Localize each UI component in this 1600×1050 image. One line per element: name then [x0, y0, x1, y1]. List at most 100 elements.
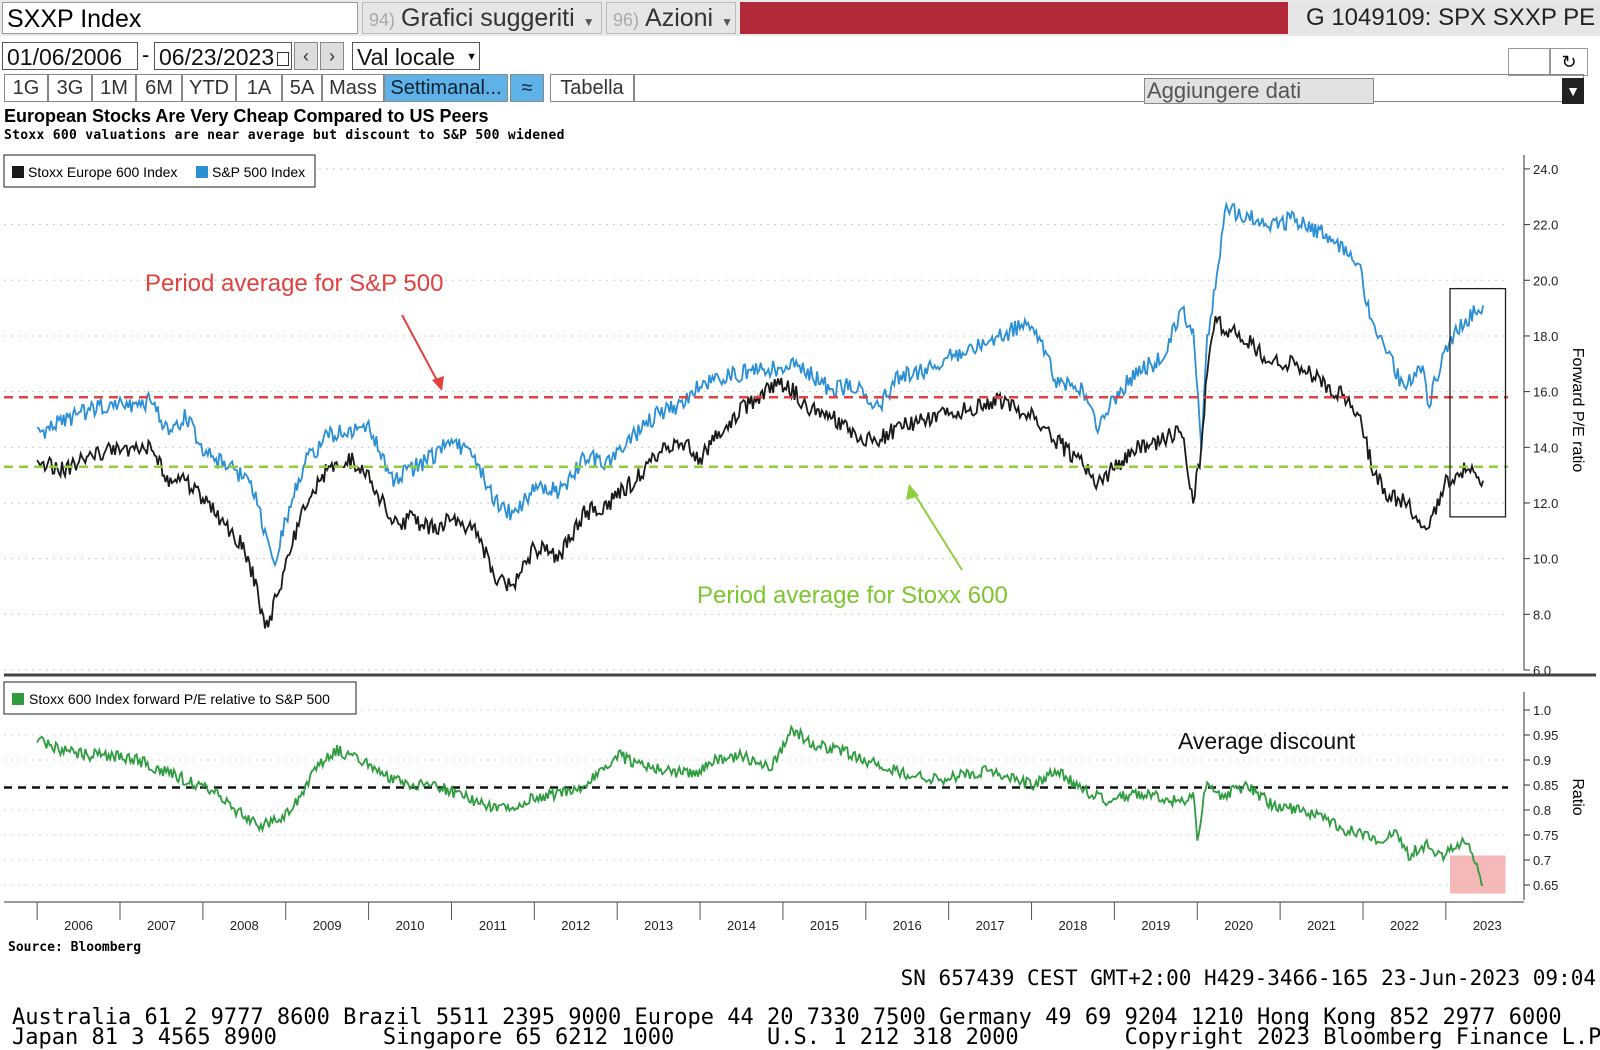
x-tick-label: 2021: [1307, 918, 1336, 933]
annotation-spx-avg: Period average for S&P 500: [145, 270, 443, 297]
x-tick-label: 2010: [396, 918, 425, 933]
legend-ratio: Stoxx 600 Index forward P/E relative to …: [29, 691, 330, 707]
legend-stoxx: Stoxx Europe 600 Index: [28, 164, 177, 180]
chevron-left-icon[interactable]: ‹: [294, 42, 318, 70]
y-tick-label-lower: 0.95: [1533, 728, 1558, 743]
y-tick-label-lower: 0.8: [1533, 803, 1551, 818]
refresh-icon[interactable]: ↻: [1550, 48, 1588, 76]
arrowhead-stoxx-avg: [906, 484, 919, 500]
end-date-value: 06/23/2023: [159, 44, 275, 70]
chevron-down-icon: ▼: [721, 15, 733, 29]
annotation-stoxx-avg: Period average for Stoxx 600: [697, 582, 1008, 609]
upper-panel: 24.0 22.0 20.0 18.0 16.0 14.0 12.0 10.0 8.0 6.0: [4, 155, 1596, 678]
start-date-value: 01/06/2006: [7, 44, 123, 70]
x-tick-label: 2019: [1141, 918, 1170, 933]
x-tick-label: 2014: [727, 918, 756, 933]
y-tick-label-lower: 1.0: [1533, 703, 1551, 718]
calendar-icon[interactable]: [277, 51, 290, 66]
ticker-input[interactable]: SXXP Index: [2, 2, 358, 34]
x-tick-label: 2016: [893, 918, 922, 933]
dropdown-icon[interactable]: ▼: [1562, 78, 1584, 104]
x-tick-label: 2015: [810, 918, 839, 933]
series-line-stoxx: [36, 315, 1484, 629]
actions-menu[interactable]: 96) Azioni ▼: [606, 2, 736, 34]
x-tick-label: 2023: [1473, 918, 1502, 933]
blank-button[interactable]: [1508, 48, 1550, 76]
y-tick-label-upper: 24.0: [1533, 162, 1558, 177]
y-tick-label-lower: 0.9: [1533, 753, 1551, 768]
legend-swatch-ratio: [12, 693, 24, 705]
suggested-charts-menu[interactable]: 94) Grafici suggeriti ▼: [362, 2, 602, 34]
highlight-rect-lower: [1449, 855, 1506, 894]
series-line-ratio: [36, 724, 1484, 886]
tab-weekly[interactable]: Settimanal...: [384, 74, 508, 102]
tab-max[interactable]: Mass: [322, 74, 384, 102]
upper-legend-box: [3, 154, 316, 188]
currency-select[interactable]: Val locale ▼: [352, 42, 480, 70]
legend-spx: S&P 500 Index: [212, 164, 305, 180]
y-axis-label-upper: Forward P/E ratio: [1569, 348, 1586, 473]
tab-5a[interactable]: 5A: [282, 74, 322, 102]
y-tick-label-upper: 16.0: [1533, 385, 1558, 400]
session-info: SN 657439 CEST GMT+2:00 H429-3466-165 23…: [900, 966, 1596, 990]
x-tick-label: 2008: [230, 918, 259, 933]
highlight-box-upper: [1449, 287, 1507, 518]
y-tick-label-lower: 0.75: [1533, 828, 1558, 843]
tab-1g[interactable]: 1G: [4, 74, 48, 102]
tab-3g[interactable]: 3G: [48, 74, 92, 102]
line-chart-icon[interactable]: ≈: [510, 74, 544, 102]
arrow-stoxx-avg: [911, 489, 963, 571]
x-tick-label: 2009: [313, 918, 342, 933]
y-tick-label-upper: 10.0: [1533, 552, 1558, 567]
chart-title: European Stocks Are Very Cheap Compared …: [4, 106, 489, 126]
y-tick-label-lower: 0.7: [1533, 853, 1551, 868]
y-tick-label-upper: 14.0: [1533, 440, 1558, 455]
tabs-filler: [634, 74, 1584, 102]
chevron-down-icon: ▼: [582, 15, 595, 29]
menu-number: 94): [369, 10, 396, 30]
start-date-field[interactable]: 01/06/2006: [2, 42, 138, 94]
currency-value: Val locale: [357, 44, 456, 70]
y-tick-label-upper: 20.0: [1533, 273, 1558, 288]
tab-table[interactable]: Tabella: [550, 74, 634, 102]
y-tick-label-upper: 12.0: [1533, 496, 1558, 511]
x-tick-label: 2013: [644, 918, 673, 933]
tab-1a[interactable]: 1A: [236, 74, 282, 102]
chart-code: G 1049109: SPX SXXP PE: [1288, 2, 1600, 34]
x-tick-label: 2018: [1058, 918, 1087, 933]
x-tick-label: 2011: [479, 918, 507, 933]
tab-1m[interactable]: 1M: [92, 74, 136, 102]
x-tick-label: 2006: [64, 918, 93, 933]
date-separator: -: [142, 42, 150, 67]
title-band: [740, 2, 1288, 34]
x-tick-label: 2012: [561, 918, 590, 933]
arrow-spx-avg: [401, 314, 441, 387]
chevron-right-icon[interactable]: ›: [320, 42, 344, 70]
menu-number: 96): [613, 10, 640, 30]
add-data-field[interactable]: Aggiungere dati: [1144, 78, 1374, 104]
menu-label: Azioni: [645, 4, 714, 32]
y-tick-label-lower: 0.85: [1533, 778, 1558, 793]
source-note: Source: Bloomberg: [8, 940, 142, 955]
lower-panel: 1.0 0.95 0.9 0.85 0.8 0.75 0.7 0.65 2006 2007 2008…: [4, 692, 1558, 933]
x-tick-label: 2007: [147, 918, 176, 933]
chevron-down-icon: ▼: [466, 51, 477, 63]
legend-swatch-stoxx: [12, 166, 24, 178]
x-tick-label: 2020: [1224, 918, 1253, 933]
y-tick-label-lower: 0.65: [1533, 878, 1558, 893]
tab-6m[interactable]: 6M: [136, 74, 182, 102]
legend-swatch-spx: [196, 166, 208, 178]
y-tick-label-upper: 18.0: [1533, 329, 1558, 344]
x-tick-label: 2022: [1390, 918, 1419, 933]
x-tick-label: 2017: [976, 918, 1005, 933]
y-tick-label-upper: 22.0: [1533, 218, 1558, 233]
end-date-field[interactable]: 06/23/2023: [154, 42, 292, 70]
y-tick-label-upper: 6.0: [1533, 663, 1551, 678]
chart-subtitle: Stoxx 600 valuations are near average bu…: [4, 128, 565, 143]
y-tick-label-upper: 8.0: [1533, 607, 1551, 622]
lower-legend-box: [3, 681, 357, 715]
tab-ytd[interactable]: YTD: [182, 74, 236, 102]
contacts-line-2: Japan 81 3 4565 8900 Singapore 65 6212 1…: [12, 1025, 1600, 1050]
menu-label: Grafici suggeriti: [401, 4, 575, 32]
